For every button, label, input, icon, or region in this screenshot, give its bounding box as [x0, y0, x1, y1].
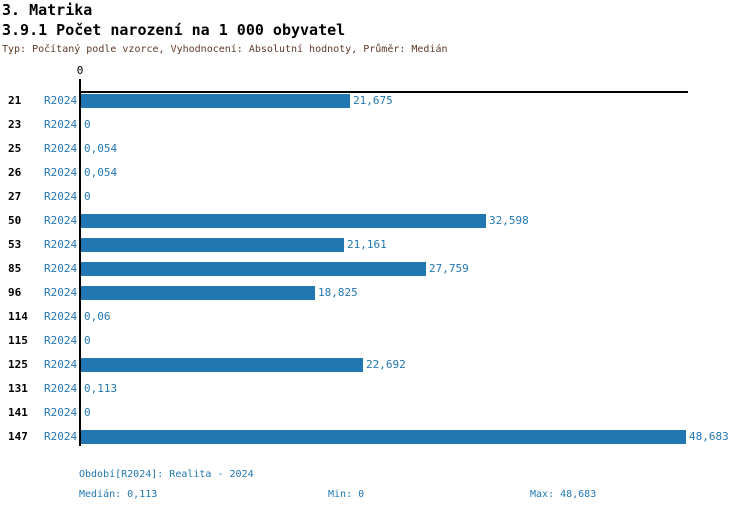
row-category-label: 141 [8, 406, 28, 419]
chart-row: 114 R2024 0,06 [0, 310, 750, 324]
bar-value-label: 0,113 [84, 382, 118, 395]
row-category-label: 85 [8, 262, 22, 275]
footer-min-label: Min: 0 [328, 489, 365, 500]
footer-median-label: Medián: 0,113 [79, 489, 158, 500]
footer-max-label: Max: 48,683 [530, 489, 597, 500]
row-series-label: R2024 [44, 310, 78, 323]
row-category-label: 50 [8, 214, 22, 227]
y-axis-line [79, 79, 81, 446]
row-category-label: 21 [8, 94, 22, 107]
row-series-label: R2024 [44, 358, 78, 371]
section-title: 3. Matrika [2, 1, 93, 19]
bar [81, 286, 315, 300]
row-series-label: R2024 [44, 406, 78, 419]
chart-row: 115 R2024 0 [0, 334, 750, 348]
x-axis-zero-tick-label: 0 [76, 64, 84, 77]
row-category-label: 96 [8, 286, 22, 299]
chart-row: 25 R2024 0,054 [0, 142, 750, 156]
row-series-label: R2024 [44, 334, 78, 347]
row-series-label: R2024 [44, 190, 78, 203]
bar-value-label: 21,161 [347, 238, 387, 251]
row-category-label: 27 [8, 190, 22, 203]
bar-value-label: 0,054 [84, 142, 118, 155]
chart-row: 53 R2024 21,161 [0, 238, 750, 252]
row-series-label: R2024 [44, 238, 78, 251]
report-subtitle: Typ: Počítaný podle vzorce, Vyhodnocení:… [2, 44, 448, 55]
report-title: 3.9.1 Počet narození na 1 000 obyvatel [2, 21, 346, 39]
bar-value-label: 48,683 [689, 430, 729, 443]
row-series-label: R2024 [44, 430, 78, 443]
chart-row: 96 R2024 18,825 [0, 286, 750, 300]
bar-value-label: 18,825 [318, 286, 358, 299]
bar [81, 214, 486, 228]
bar [81, 358, 363, 372]
bar-value-label: 0 [84, 334, 91, 347]
row-category-label: 25 [8, 142, 22, 155]
bar [81, 430, 686, 444]
chart-row: 147 R2024 48,683 [0, 430, 750, 444]
bar [81, 238, 344, 252]
bar [81, 262, 426, 276]
chart-row: 125 R2024 22,692 [0, 358, 750, 372]
row-category-label: 53 [8, 238, 22, 251]
row-series-label: R2024 [44, 118, 78, 131]
row-category-label: 23 [8, 118, 22, 131]
row-series-label: R2024 [44, 382, 78, 395]
row-series-label: R2024 [44, 286, 78, 299]
row-category-label: 125 [8, 358, 28, 371]
chart-row: 27 R2024 0 [0, 190, 750, 204]
chart-row: 131 R2024 0,113 [0, 382, 750, 396]
row-category-label: 26 [8, 166, 22, 179]
bar-value-label: 0 [84, 406, 91, 419]
bar [81, 94, 350, 108]
chart-row: 21 R2024 21,675 [0, 94, 750, 108]
bar-value-label: 0,06 [84, 310, 111, 323]
row-category-label: 114 [8, 310, 28, 323]
bar-value-label: 0 [84, 190, 91, 203]
bar-value-label: 27,759 [429, 262, 469, 275]
row-series-label: R2024 [44, 94, 78, 107]
bar-value-label: 32,598 [489, 214, 529, 227]
row-category-label: 147 [8, 430, 28, 443]
row-series-label: R2024 [44, 214, 78, 227]
chart-row: 85 R2024 27,759 [0, 262, 750, 276]
chart-row: 23 R2024 0 [0, 118, 750, 132]
row-series-label: R2024 [44, 142, 78, 155]
chart-row: 141 R2024 0 [0, 406, 750, 420]
x-axis-line [80, 91, 688, 93]
bar-value-label: 22,692 [366, 358, 406, 371]
row-category-label: 115 [8, 334, 28, 347]
chart-row: 26 R2024 0,054 [0, 166, 750, 180]
footer-period-label: Období[R2024]: Realita - 2024 [79, 469, 254, 480]
bar-value-label: 21,675 [353, 94, 393, 107]
bar-value-label: 0 [84, 118, 91, 131]
bar-value-label: 0,054 [84, 166, 118, 179]
row-series-label: R2024 [44, 166, 78, 179]
row-series-label: R2024 [44, 262, 78, 275]
chart-row: 50 R2024 32,598 [0, 214, 750, 228]
row-category-label: 131 [8, 382, 28, 395]
